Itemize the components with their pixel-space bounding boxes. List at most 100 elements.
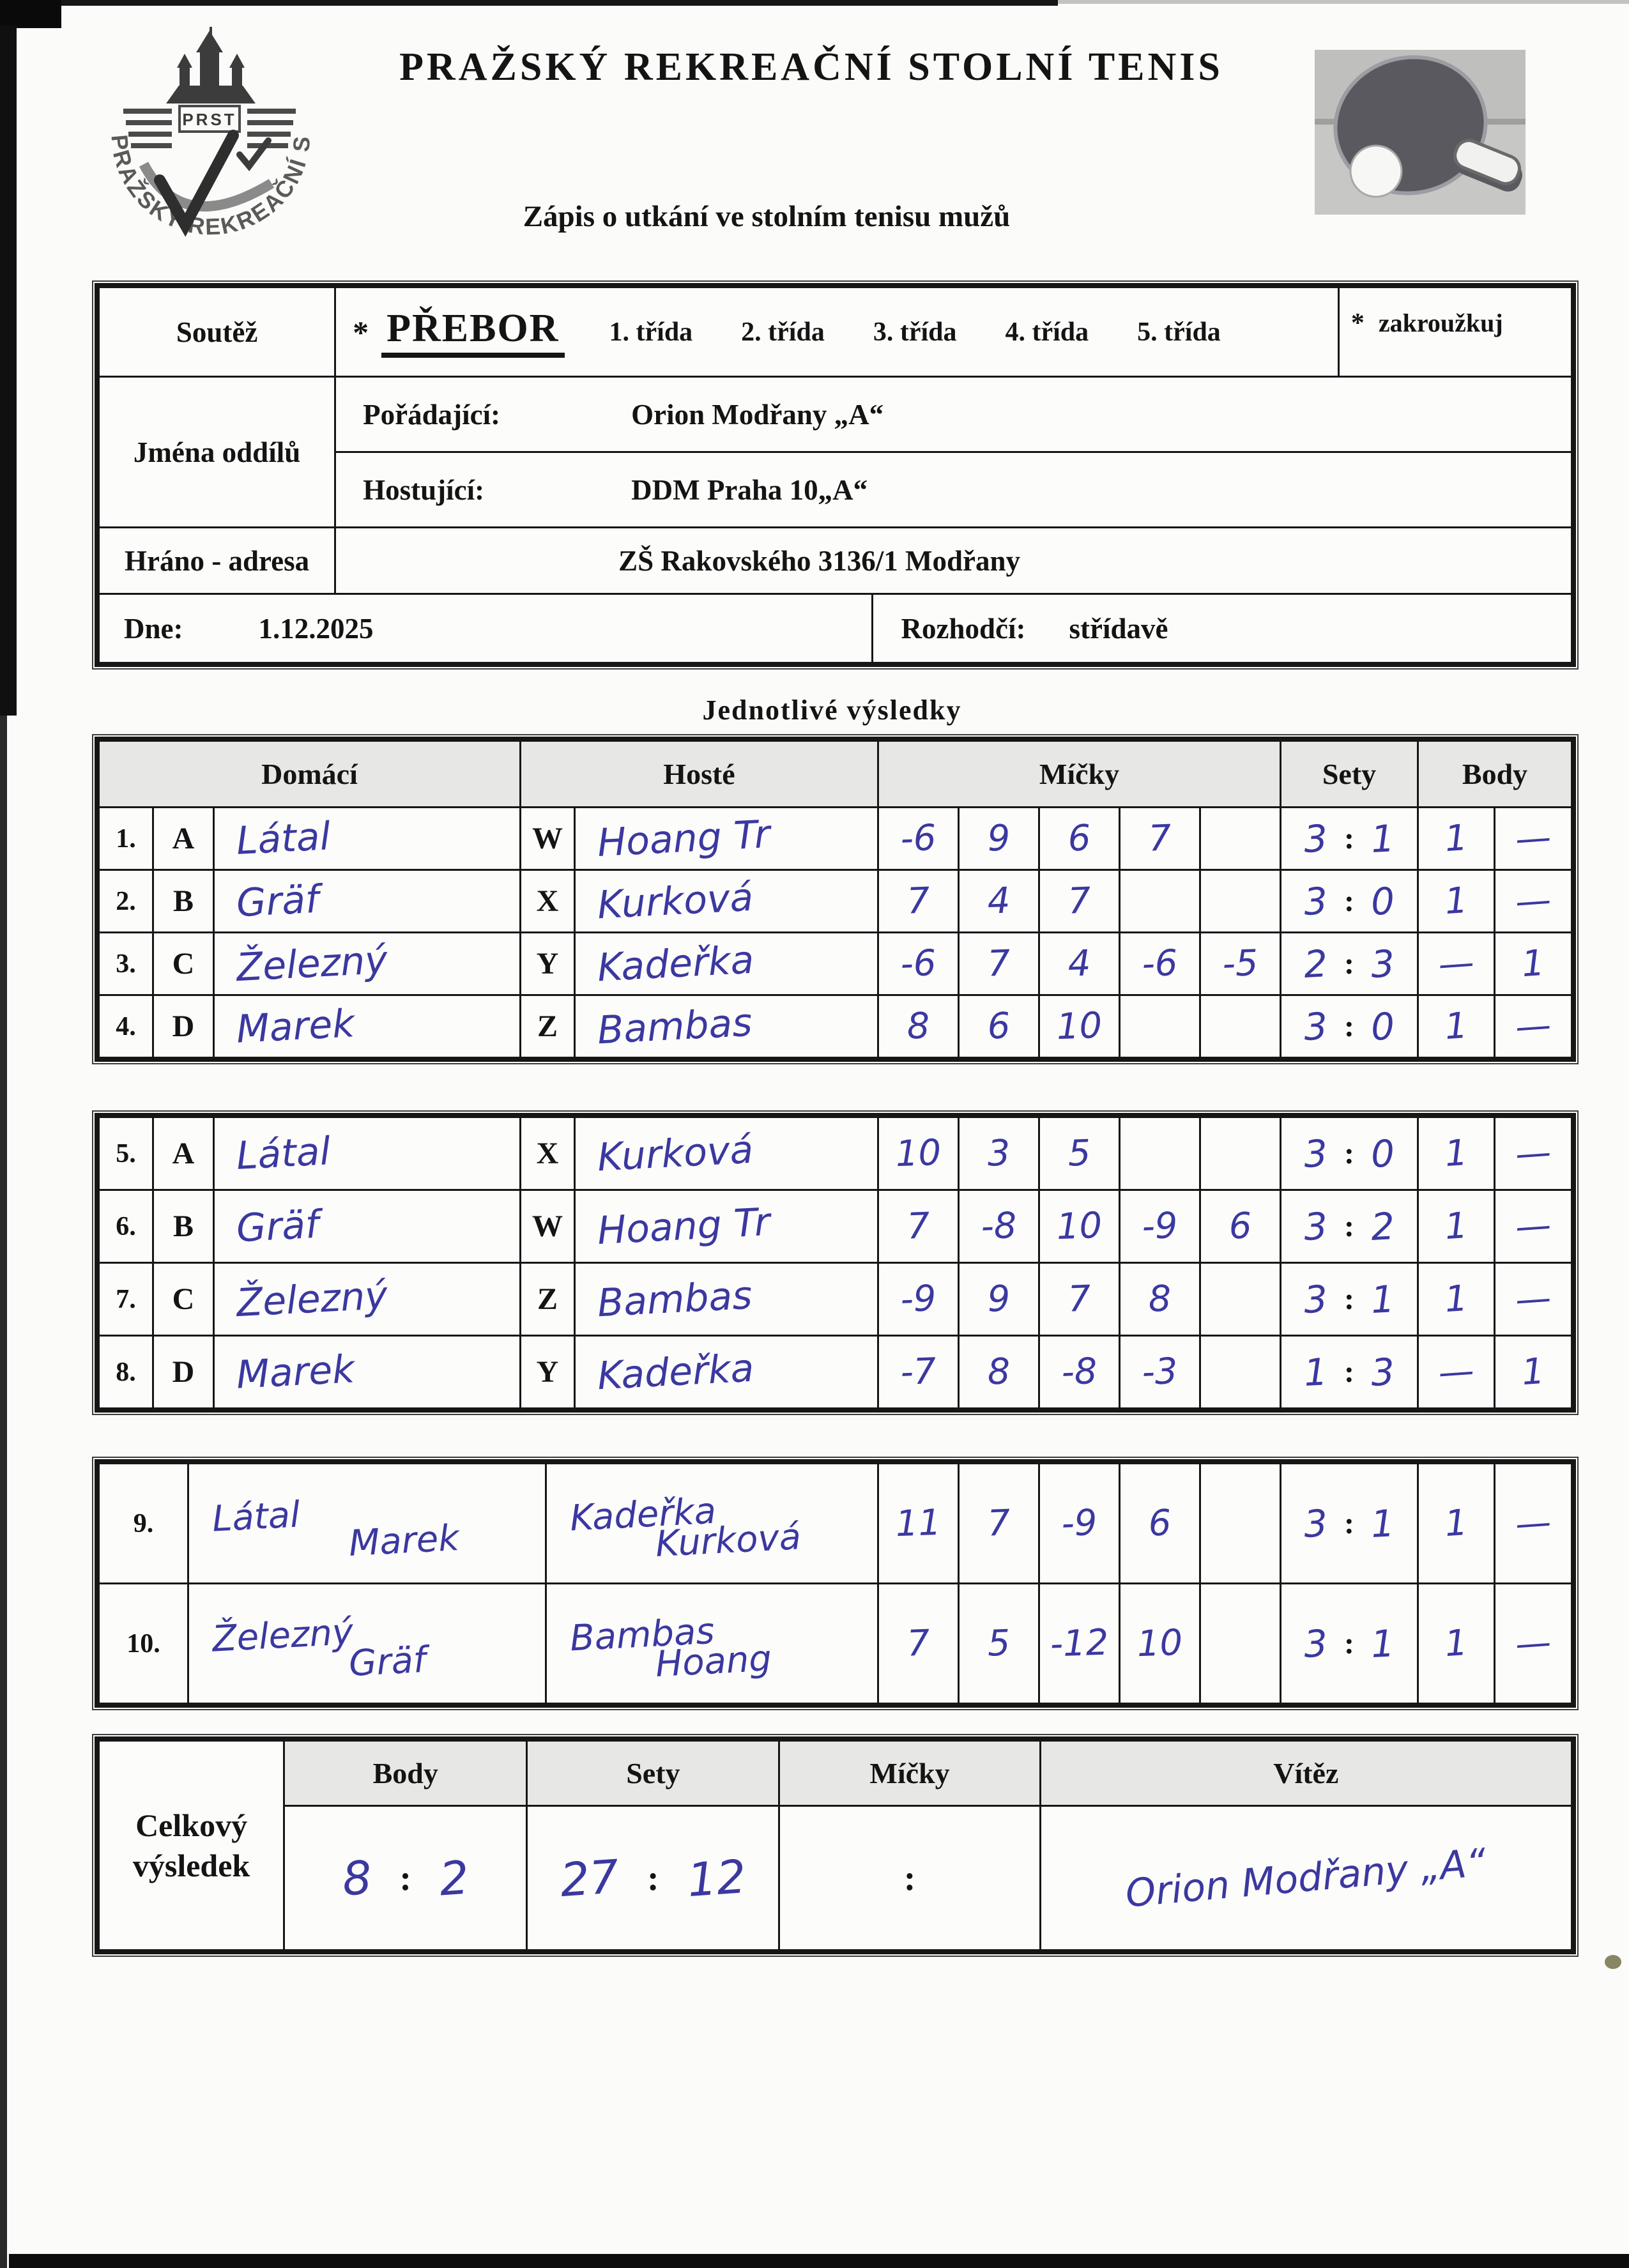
venue-cell: ZŠ Rakovského 3136/1 Modřany (334, 526, 1573, 595)
ball-score: 9 (986, 1278, 1011, 1321)
sets-home: 3 (1303, 1501, 1329, 1546)
ball-score: 8 (1147, 1278, 1172, 1321)
ball-score: -9 (1141, 1205, 1179, 1248)
point-home: — (1437, 942, 1476, 986)
colon-separator: : (1344, 1627, 1354, 1660)
guest-letter: X (519, 1116, 576, 1191)
logo-small-check (236, 137, 272, 172)
match-number: 7. (98, 1262, 154, 1337)
page-title: PRAŽSKÝ REKREAČNÍ STOLNÍ TENIS (399, 45, 1223, 89)
ball-score: 7 (906, 1622, 931, 1665)
match-number: 4. (98, 994, 154, 1059)
ball-score: 11 (894, 1501, 942, 1545)
match-number: 2. (98, 869, 154, 933)
ball-score: -9 (899, 1278, 937, 1321)
class-option-2: 2. třída (741, 317, 825, 347)
ball-score: 5 (986, 1622, 1011, 1665)
sets-guest: 0 (1370, 878, 1396, 924)
ball-score (1201, 837, 1280, 839)
totals-data-row: 8:2 27:12 : Orion Modřany „A“ (99, 1805, 1573, 1951)
ball-score (1201, 1642, 1280, 1644)
sets-home: 3 (1303, 878, 1329, 924)
results-table-2: 5. A Látal X Kurková 10 3 5 3:0 1 — 6. B… (95, 1113, 1576, 1413)
asterisk-mark: * (353, 314, 369, 350)
home-player-handwritten: Marek (235, 1346, 356, 1398)
point-home: 1 (1443, 1277, 1469, 1321)
total-points-guest: 2 (438, 1850, 471, 1906)
point-guest: — (1513, 1131, 1553, 1176)
ball-score: 6 (986, 1005, 1011, 1048)
ball-score (1201, 1152, 1280, 1154)
point-home: 1 (1443, 879, 1469, 923)
hostujici-cell: Hostující: DDM Praha 10„A“ (334, 451, 1573, 528)
results-header-row: Domácí Hosté Míčky Sety Body (98, 740, 1573, 808)
match-number: 10. (98, 1582, 189, 1705)
home-letter: D (152, 1335, 215, 1409)
competition-selected: PŘEBOR (381, 306, 565, 358)
ball-score: -12 (1049, 1621, 1110, 1666)
point-guest: — (1513, 816, 1553, 861)
ball-score (1201, 1522, 1280, 1524)
logo-checkmark (154, 130, 239, 237)
point-guest: 1 (1520, 942, 1547, 986)
home-player-handwritten: Marek (235, 1000, 356, 1052)
home-letter: A (152, 806, 215, 871)
match-row: 5. A Látal X Kurková 10 3 5 3:0 1 — (98, 1116, 1573, 1191)
point-home: 1 (1443, 1004, 1469, 1048)
sets-home: 3 (1303, 1204, 1329, 1249)
ball-score: 3 (986, 1132, 1011, 1175)
guest-player-handwritten: Bambas (596, 1000, 754, 1053)
sets-guest: 3 (1370, 1349, 1396, 1395)
match-row: 3. C Železný Y Kadeřka -6 7 4 -6 -5 2:3 … (98, 931, 1573, 996)
colon-separator: : (1344, 1137, 1354, 1170)
home-player-handwritten: Gräf (235, 1202, 320, 1251)
guest-letter: W (519, 806, 576, 871)
ball-score: 5 (1067, 1132, 1092, 1175)
poradajici-row: Jména oddílů Pořádající: Orion Modřany „… (97, 376, 1573, 528)
sets-home: 3 (1303, 1276, 1329, 1322)
totals-col-vitez: Vítěz (1039, 1740, 1573, 1807)
ball-score: 10 (1136, 1621, 1184, 1666)
home-player-handwritten: Látal (235, 1128, 332, 1179)
match-row: 2. B Gräf X Kurková 7 4 7 3:0 1 — (98, 869, 1573, 933)
winner-handwritten: Orion Modřany „A“ (1124, 1839, 1488, 1917)
point-guest: — (1513, 1277, 1553, 1321)
ball-score: 7 (1067, 880, 1092, 923)
ball-score: 7 (986, 942, 1011, 985)
ball-score (1201, 1025, 1280, 1027)
home-pair-handwritten: Železný Gräf (189, 1607, 545, 1685)
home-letter: B (152, 869, 215, 933)
guest-player-handwritten: Hoang Tr (596, 811, 772, 866)
sets-home: 2 (1303, 941, 1329, 986)
col-header-hoste: Hosté (519, 740, 880, 808)
ball-score: -6 (899, 942, 937, 985)
sets-home: 3 (1303, 1004, 1329, 1049)
form-subtitle: Zápis o utkání ve stolním tenisu mužů (523, 200, 1011, 233)
ball-score (1201, 900, 1280, 902)
guest-player-handwritten: Kurková (596, 875, 754, 928)
colon-separator: : (1344, 947, 1354, 981)
home-player-2: Gräf (348, 1639, 427, 1685)
class-option-5: 5. třída (1137, 317, 1221, 347)
club-logo-graphic: PRAŽSKÝ REKREAČNÍ STOLNÍ TENIS (38, 6, 313, 240)
point-guest: — (1513, 1004, 1553, 1048)
colon-separator: : (1344, 1506, 1354, 1540)
ball-score: 8 (986, 1351, 1011, 1393)
match-row: 7. C Železný Z Bambas -9 9 7 8 3:1 1 — (98, 1262, 1573, 1337)
guest-letter: Z (519, 994, 576, 1059)
class-option-3: 3. třída (873, 317, 957, 347)
point-guest: 1 (1520, 1350, 1547, 1394)
ball-score: -8 (980, 1205, 1018, 1248)
logo-abbr: PRST (182, 110, 236, 129)
referee-cell: Rozhodčí: střídavě (871, 593, 1573, 664)
match-number: 8. (98, 1335, 154, 1409)
ball-score: 7 (986, 1502, 1011, 1545)
guest-player-handwritten: Kadeřka (596, 937, 755, 990)
zakrouzkuj-cell: * zakroužkuj (1337, 286, 1573, 378)
home-letter: A (152, 1116, 215, 1191)
doubles-table: 9. Látal Marek Kadeřka Kurková 11 7 -9 6… (95, 1459, 1576, 1708)
guest-player-handwritten: Hoang Tr (596, 1199, 772, 1253)
rozhodci-label: Rozhodčí: (901, 612, 1026, 645)
col-header-body: Body (1417, 740, 1573, 808)
sets-guest: 3 (1370, 941, 1396, 986)
